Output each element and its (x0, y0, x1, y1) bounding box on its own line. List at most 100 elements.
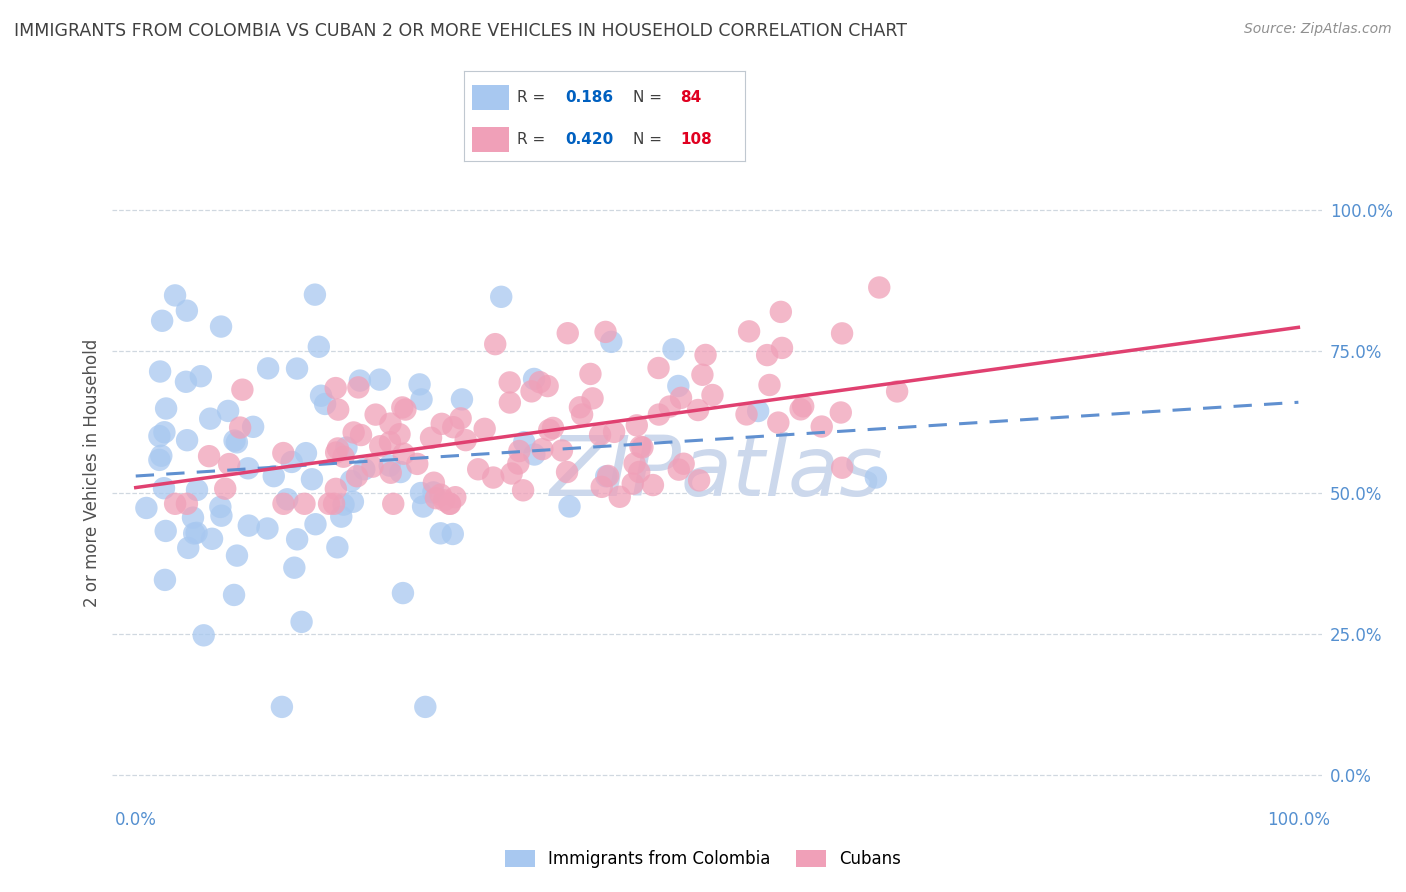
Point (430, 417, 453, 431)
Point (512, 483, 534, 498)
Text: 84: 84 (681, 90, 702, 104)
Point (810, 419, 832, 434)
Point (484, 337, 506, 351)
Point (666, 379, 689, 393)
Point (309, 389, 332, 403)
Point (508, 444, 530, 458)
Point (489, 290, 512, 304)
Point (409, 486, 432, 500)
Point (388, 427, 411, 442)
Bar (472, 127, 509, 152)
Point (176, 303, 198, 318)
Point (439, 497, 461, 511)
Point (747, 404, 769, 418)
Point (308, 340, 330, 354)
Point (340, 474, 363, 488)
Point (630, 440, 652, 454)
Point (770, 341, 793, 355)
Point (325, 445, 347, 459)
Point (626, 418, 648, 433)
Point (648, 408, 671, 422)
Point (531, 442, 554, 457)
Point (332, 498, 354, 512)
Point (256, 521, 278, 535)
Point (200, 411, 222, 425)
Point (444, 490, 467, 504)
Point (380, 466, 402, 480)
Y-axis label: 2 or more Vehicles in Household: 2 or more Vehicles in Household (83, 339, 101, 607)
Point (499, 376, 522, 390)
Point (226, 549, 249, 563)
Point (378, 435, 401, 450)
Point (520, 384, 543, 399)
Text: 0.420: 0.420 (565, 132, 613, 146)
Point (768, 416, 790, 430)
Text: Source: ZipAtlas.com: Source: ZipAtlas.com (1244, 22, 1392, 37)
Text: R =: R = (517, 132, 551, 146)
Point (325, 482, 347, 496)
Text: N =: N = (633, 132, 666, 146)
Point (209, 500, 232, 514)
Point (392, 447, 415, 461)
Point (433, 493, 456, 508)
Point (389, 465, 412, 479)
Point (411, 392, 433, 407)
Point (186, 483, 208, 497)
Point (349, 374, 371, 388)
Text: 0.186: 0.186 (565, 90, 613, 104)
Bar (472, 85, 509, 110)
Point (368, 439, 391, 453)
Point (176, 433, 198, 447)
Point (270, 699, 292, 714)
Point (423, 475, 446, 490)
Point (209, 508, 232, 523)
Point (364, 408, 387, 422)
Point (294, 497, 316, 511)
Point (150, 449, 173, 463)
Point (631, 441, 654, 455)
Point (176, 497, 198, 511)
Point (558, 500, 581, 514)
Point (214, 482, 236, 496)
Point (692, 368, 714, 382)
Point (217, 404, 239, 418)
Point (668, 462, 690, 476)
Point (346, 469, 368, 483)
Point (181, 510, 204, 524)
Point (353, 462, 375, 476)
Point (429, 488, 451, 502)
Point (439, 497, 461, 511)
Point (865, 470, 887, 484)
Point (285, 361, 308, 376)
Point (658, 400, 681, 414)
Point (474, 422, 496, 436)
Point (595, 469, 617, 483)
Point (831, 326, 853, 341)
Point (257, 361, 280, 376)
Point (153, 481, 176, 495)
Point (647, 361, 669, 376)
Point (318, 497, 340, 511)
Point (408, 377, 430, 392)
Point (537, 379, 560, 393)
Point (669, 391, 692, 405)
Point (183, 526, 205, 541)
Point (382, 497, 405, 511)
Point (361, 459, 384, 474)
Point (482, 470, 505, 484)
Point (149, 365, 172, 379)
Point (429, 526, 451, 541)
Point (541, 421, 564, 435)
Point (595, 325, 617, 339)
Point (738, 324, 761, 338)
Point (301, 472, 323, 486)
Point (273, 497, 295, 511)
Point (769, 305, 792, 319)
Point (529, 375, 551, 389)
Point (695, 348, 717, 362)
Point (789, 402, 811, 417)
Point (285, 533, 308, 547)
Point (501, 467, 523, 481)
Text: 108: 108 (681, 132, 713, 146)
Point (868, 280, 890, 294)
